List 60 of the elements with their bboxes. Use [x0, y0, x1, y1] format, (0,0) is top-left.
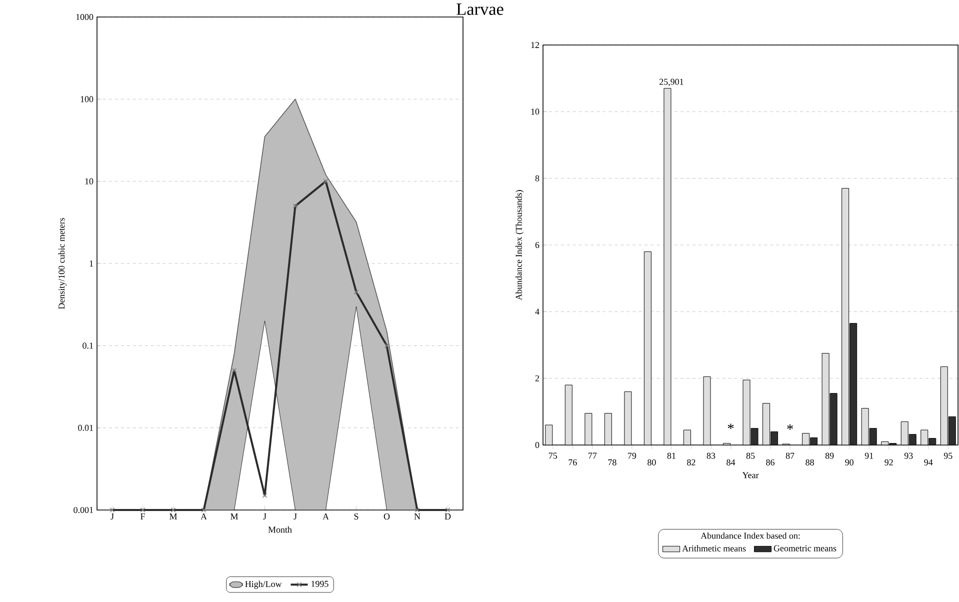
- y-tick-label: 1: [90, 260, 93, 266]
- x-tick-label: 92: [884, 459, 893, 466]
- x-axis-title: Month: [268, 526, 292, 533]
- x-tick-label: N: [414, 514, 420, 520]
- y-tick-label: 0.01: [78, 424, 93, 431]
- x-tick-label: J: [294, 514, 297, 520]
- x-tick-label: M: [170, 514, 177, 520]
- y-tick-label: 100: [80, 96, 94, 102]
- x-tick-label: A: [200, 514, 207, 520]
- legend-label: High/Low: [245, 580, 282, 589]
- x-tick-label: 88: [806, 459, 814, 466]
- y-tick-label: 0: [535, 442, 540, 448]
- annotation: *: [787, 424, 793, 430]
- x-tick-label: 81: [667, 452, 676, 459]
- x-tick-label: 75: [549, 452, 558, 459]
- x-tick-label: S: [354, 514, 358, 520]
- y-tick-label: 4: [535, 308, 540, 315]
- x-tick-label: 79: [628, 452, 636, 459]
- x-tick-label: 93: [904, 452, 913, 459]
- x-tick-label: 76: [568, 459, 577, 466]
- x-tick-label: 91: [864, 452, 874, 459]
- x-tick-label: M: [230, 514, 238, 520]
- x-tick-label: 87: [786, 452, 794, 459]
- x-tick-label: J: [263, 514, 266, 520]
- legend-label: Arithmetic means: [682, 545, 746, 552]
- legend-label: Geometric means: [774, 545, 836, 552]
- y-tick-label: 0.1: [82, 342, 93, 349]
- y-axis-title: Density/100 cubic meters: [58, 218, 66, 310]
- y-tick-label: 2: [535, 375, 539, 382]
- x-tick-label: 80: [648, 459, 656, 466]
- x-tick-label: 77: [588, 452, 597, 459]
- y-tick-label: 0.001: [74, 506, 93, 514]
- y-tick-label: 10: [531, 108, 540, 115]
- x-tick-label: 84: [726, 459, 736, 466]
- y-tick-label: 1000: [76, 14, 94, 20]
- x-axis-title: Year: [742, 472, 759, 478]
- x-tick-label: 82: [687, 459, 696, 466]
- x-tick-label: 89: [825, 452, 834, 459]
- y-tick-label: 8: [535, 175, 540, 182]
- x-tick-label: F: [140, 514, 145, 520]
- x-tick-label: A: [322, 514, 329, 520]
- x-tick-label: 94: [924, 459, 933, 466]
- x-tick-label: 95: [944, 452, 952, 459]
- y-axis-title: Abundance Index (Thousands): [516, 190, 524, 300]
- x-tick-label: 86: [766, 459, 774, 466]
- x-tick-label: 85: [746, 452, 755, 459]
- y-tick-label: 12: [531, 42, 539, 48]
- legend-title: Abundance Index based on:: [700, 532, 800, 539]
- chart-title: Larvae: [456, 4, 504, 15]
- y-tick-label: 10: [85, 178, 94, 184]
- x-tick-label: D: [444, 514, 451, 520]
- annotation: 25,901: [660, 78, 684, 86]
- x-tick-label: 78: [608, 459, 616, 466]
- annotation: *: [728, 424, 734, 430]
- x-tick-label: O: [384, 514, 390, 520]
- x-tick-label: 83: [706, 452, 716, 459]
- y-tick-label: 6: [535, 242, 540, 248]
- legend-label: 1995: [312, 580, 328, 587]
- x-tick-label: J: [110, 514, 114, 520]
- x-tick-label: 90: [845, 459, 854, 466]
